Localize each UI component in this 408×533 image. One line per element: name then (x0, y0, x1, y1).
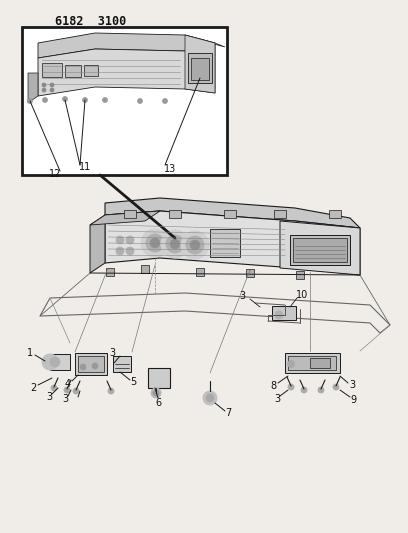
Circle shape (288, 384, 294, 390)
Circle shape (137, 99, 142, 103)
Text: 7: 7 (225, 408, 231, 418)
Polygon shape (38, 49, 215, 96)
Text: 9: 9 (350, 395, 356, 405)
Circle shape (162, 99, 168, 103)
Text: 3: 3 (274, 394, 280, 404)
Circle shape (126, 236, 134, 244)
Text: 12: 12 (49, 169, 61, 179)
Circle shape (318, 387, 324, 393)
Text: 11: 11 (79, 162, 91, 172)
Circle shape (64, 387, 70, 393)
Circle shape (50, 83, 54, 87)
Text: 3: 3 (349, 380, 355, 390)
Bar (124, 210, 136, 218)
Bar (191, 58, 209, 80)
Bar (65, 65, 81, 77)
Bar (22, 27, 227, 175)
Polygon shape (90, 211, 160, 225)
Circle shape (82, 98, 87, 102)
Bar (285, 353, 340, 373)
Bar (272, 306, 296, 320)
Bar (310, 358, 330, 368)
Circle shape (301, 387, 307, 393)
Circle shape (27, 99, 33, 103)
Text: 3: 3 (62, 394, 68, 404)
Bar (113, 356, 131, 372)
Circle shape (146, 234, 164, 252)
Bar (210, 229, 240, 257)
Circle shape (170, 239, 180, 249)
Bar (42, 63, 62, 77)
Bar (288, 356, 336, 370)
Bar (106, 268, 114, 276)
Text: 1: 1 (27, 348, 33, 358)
Circle shape (42, 83, 46, 87)
Circle shape (206, 394, 214, 402)
Circle shape (102, 98, 107, 102)
Text: 2: 2 (30, 383, 36, 393)
Circle shape (108, 388, 114, 394)
Bar (290, 235, 350, 265)
Circle shape (73, 388, 79, 394)
Bar (50, 354, 70, 370)
Text: 10: 10 (296, 290, 308, 300)
Bar (329, 210, 341, 218)
Circle shape (190, 240, 200, 250)
Polygon shape (38, 33, 215, 58)
Bar (148, 368, 170, 388)
Circle shape (153, 390, 159, 396)
Circle shape (166, 235, 184, 253)
Polygon shape (105, 198, 360, 228)
Circle shape (116, 247, 124, 255)
Text: 5: 5 (130, 377, 136, 387)
Circle shape (186, 236, 204, 254)
Circle shape (62, 96, 67, 101)
Text: 3: 3 (109, 348, 115, 358)
Bar (169, 210, 181, 218)
Circle shape (42, 88, 46, 92)
Polygon shape (185, 35, 215, 93)
Bar (274, 210, 286, 218)
Text: 3: 3 (239, 291, 245, 301)
Bar (296, 271, 304, 279)
Polygon shape (28, 73, 38, 103)
Circle shape (116, 236, 124, 244)
Bar (188, 53, 212, 83)
Text: 6182  3100: 6182 3100 (55, 15, 126, 28)
Circle shape (92, 363, 98, 369)
Circle shape (151, 388, 161, 398)
Bar (196, 268, 204, 276)
Circle shape (150, 238, 160, 248)
Bar (246, 269, 254, 277)
Circle shape (288, 360, 295, 367)
Bar (75, 353, 107, 375)
Text: 8: 8 (270, 381, 276, 391)
Text: 4: 4 (65, 379, 71, 389)
Polygon shape (185, 35, 225, 47)
Polygon shape (280, 221, 360, 275)
Bar (293, 238, 347, 262)
Bar (141, 265, 149, 273)
Bar (78, 356, 104, 372)
Circle shape (275, 311, 283, 319)
Circle shape (181, 231, 209, 259)
Circle shape (161, 230, 189, 258)
Polygon shape (105, 211, 360, 275)
Circle shape (42, 98, 47, 102)
Circle shape (126, 247, 134, 255)
Circle shape (80, 364, 86, 370)
Bar (224, 210, 236, 218)
Circle shape (333, 384, 339, 390)
Text: 3: 3 (46, 392, 52, 402)
Bar (84, 65, 98, 76)
Circle shape (203, 391, 217, 405)
Circle shape (51, 385, 57, 391)
Text: 13: 13 (164, 164, 176, 174)
Text: 6: 6 (155, 398, 161, 408)
Circle shape (141, 229, 169, 257)
Circle shape (50, 88, 54, 92)
Polygon shape (90, 215, 105, 273)
Circle shape (42, 354, 58, 370)
Circle shape (50, 357, 60, 367)
